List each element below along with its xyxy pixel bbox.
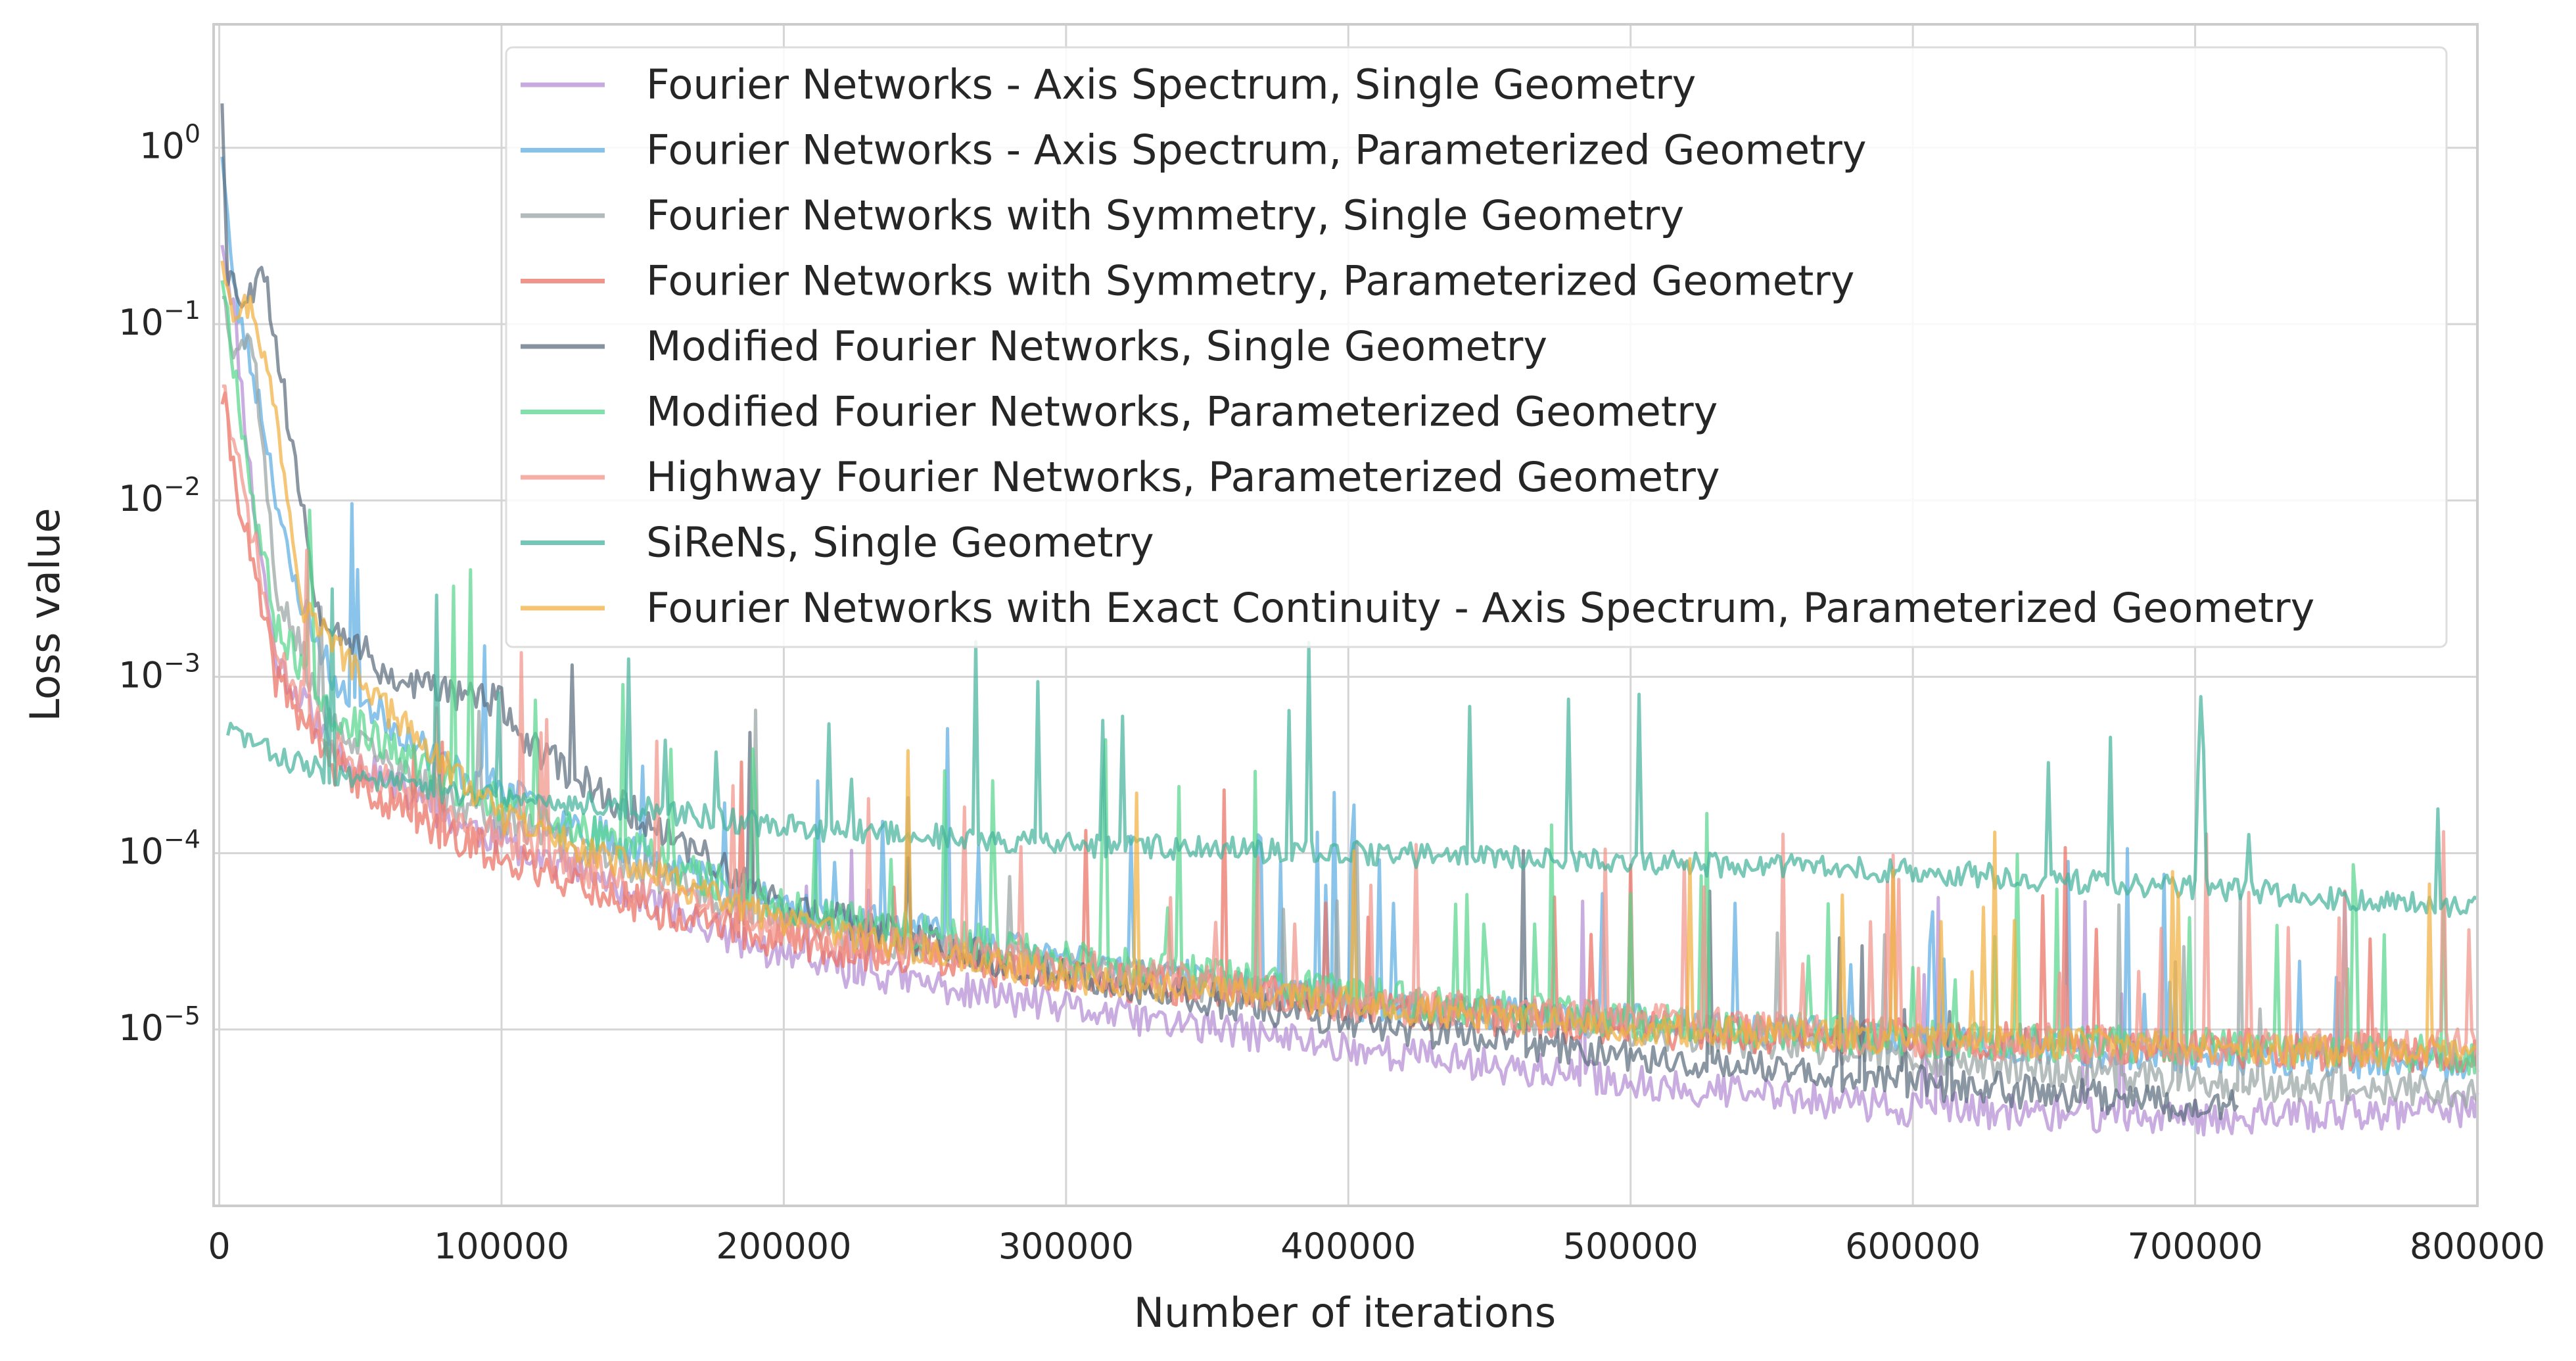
x-tick-label: 700000 <box>2128 1226 2263 1267</box>
series-line <box>220 245 2479 1137</box>
x-axis-title: Number of iterations <box>1134 1289 1556 1337</box>
y-tick-label: 10−3 <box>118 648 200 696</box>
y-tick-label: 10−2 <box>118 472 200 519</box>
y-tick-labels: 100 10−1 10−2 10−3 10−4 10−5 <box>118 120 200 1049</box>
x-tick-label: 400000 <box>1280 1226 1416 1267</box>
y-tick-label: 10−5 <box>118 1001 200 1049</box>
legend: Fourier Networks - Axis Spectrum, Single… <box>505 46 2448 648</box>
x-tick-label: 0 <box>208 1226 230 1267</box>
x-tick-label: 500000 <box>1563 1226 1698 1267</box>
series-layer <box>220 103 2479 1137</box>
legend-label: SiReNs, Single Geometry <box>646 519 1154 567</box>
legend-label: Fourier Networks with Symmetry, Paramete… <box>646 257 1854 305</box>
legend-label: Modified Fourier Networks, Single Geomet… <box>646 322 1547 370</box>
series-line <box>220 260 2478 1070</box>
x-tick-label: 800000 <box>2410 1226 2545 1267</box>
x-tick-labels: 0 100000 200000 300000 400000 500000 600000 700… <box>208 1226 2545 1267</box>
legend-box <box>505 46 2448 648</box>
y-tick-label: 100 <box>139 120 200 167</box>
plot-frame <box>212 23 2479 1207</box>
x-tick-label: 600000 <box>1845 1226 1980 1267</box>
legend-label: Fourier Networks - Axis Spectrum, Parame… <box>646 126 1867 174</box>
legend-label: Fourier Networks with Symmetry, Single G… <box>646 191 1684 239</box>
x-tick-label: 300000 <box>998 1226 1134 1267</box>
y-axis-title: Loss value <box>21 508 69 721</box>
x-tick-label: 200000 <box>716 1226 851 1267</box>
legend-label: Modified Fourier Networks, Parameterized… <box>646 388 1718 436</box>
legend-label: Highway Fourier Networks, Parameterized … <box>646 453 1720 501</box>
y-tick-label: 10−4 <box>118 825 200 872</box>
legend-label: Fourier Networks with Exact Continuity -… <box>646 584 2314 632</box>
legend-label: Fourier Networks - Axis Spectrum, Single… <box>646 60 1696 108</box>
series-line <box>220 103 2239 1122</box>
y-tick-label: 10−1 <box>118 296 200 343</box>
x-tick-label: 100000 <box>434 1226 569 1267</box>
